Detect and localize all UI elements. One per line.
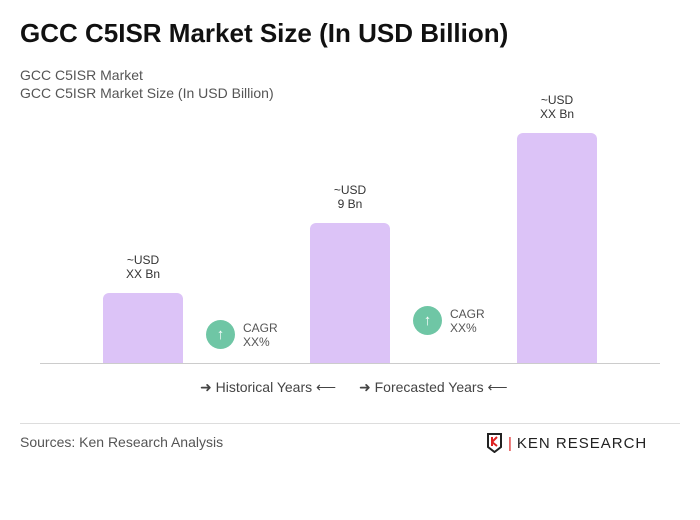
data-label-line: XX Bn: [125, 267, 161, 281]
bar: [103, 293, 183, 363]
bar: [310, 223, 390, 363]
cagr-badge: ↑ CAGR XX%: [206, 320, 278, 349]
cagr-value: XX%: [243, 334, 270, 349]
arrow-up-icon: ↑: [413, 306, 442, 335]
sources: Sources: Ken Research Analysis: [20, 434, 224, 450]
data-label-line: ~USD: [333, 183, 367, 197]
legend-label: Forecasted Years: [374, 379, 484, 395]
divider: [20, 423, 680, 424]
cagr-value: XX%: [450, 320, 477, 335]
cagr-label: CAGR: [450, 306, 485, 321]
data-label-line: XX Bn: [539, 106, 575, 121]
subtitle: GCC C5ISR Market: [20, 67, 143, 83]
data-label: ~USD XX Bn: [507, 93, 607, 121]
data-label-line: 9 Bn: [337, 197, 363, 211]
logo-shield-icon: [487, 433, 502, 453]
arrow-up-icon: ↑: [206, 320, 235, 349]
legend-label: Historical Years: [215, 379, 313, 395]
x-axis: [40, 363, 660, 364]
subtitle: GCC C5ISR Market Size (In USD Billion): [20, 85, 274, 101]
ken-research-logo: | KEN RESEARCH: [486, 433, 647, 453]
legend-historical: ➜ Historical Years ⟵: [200, 379, 337, 395]
data-label-line: ~USD: [540, 92, 574, 107]
data-label: ~USD 9 Bn: [300, 183, 400, 211]
data-label-line: ~USD: [126, 253, 160, 267]
chart-title: GCC C5ISR Market Size (In USD Billion): [20, 18, 509, 48]
legend-forecasted: ➜ Forecasted Years ⟵: [359, 379, 508, 395]
bar: [517, 132, 597, 363]
cagr-badge: ↑ CAGR XX%: [413, 306, 485, 335]
data-label: ~USD XX Bn: [93, 253, 193, 281]
cagr-label: CAGR: [243, 320, 278, 335]
